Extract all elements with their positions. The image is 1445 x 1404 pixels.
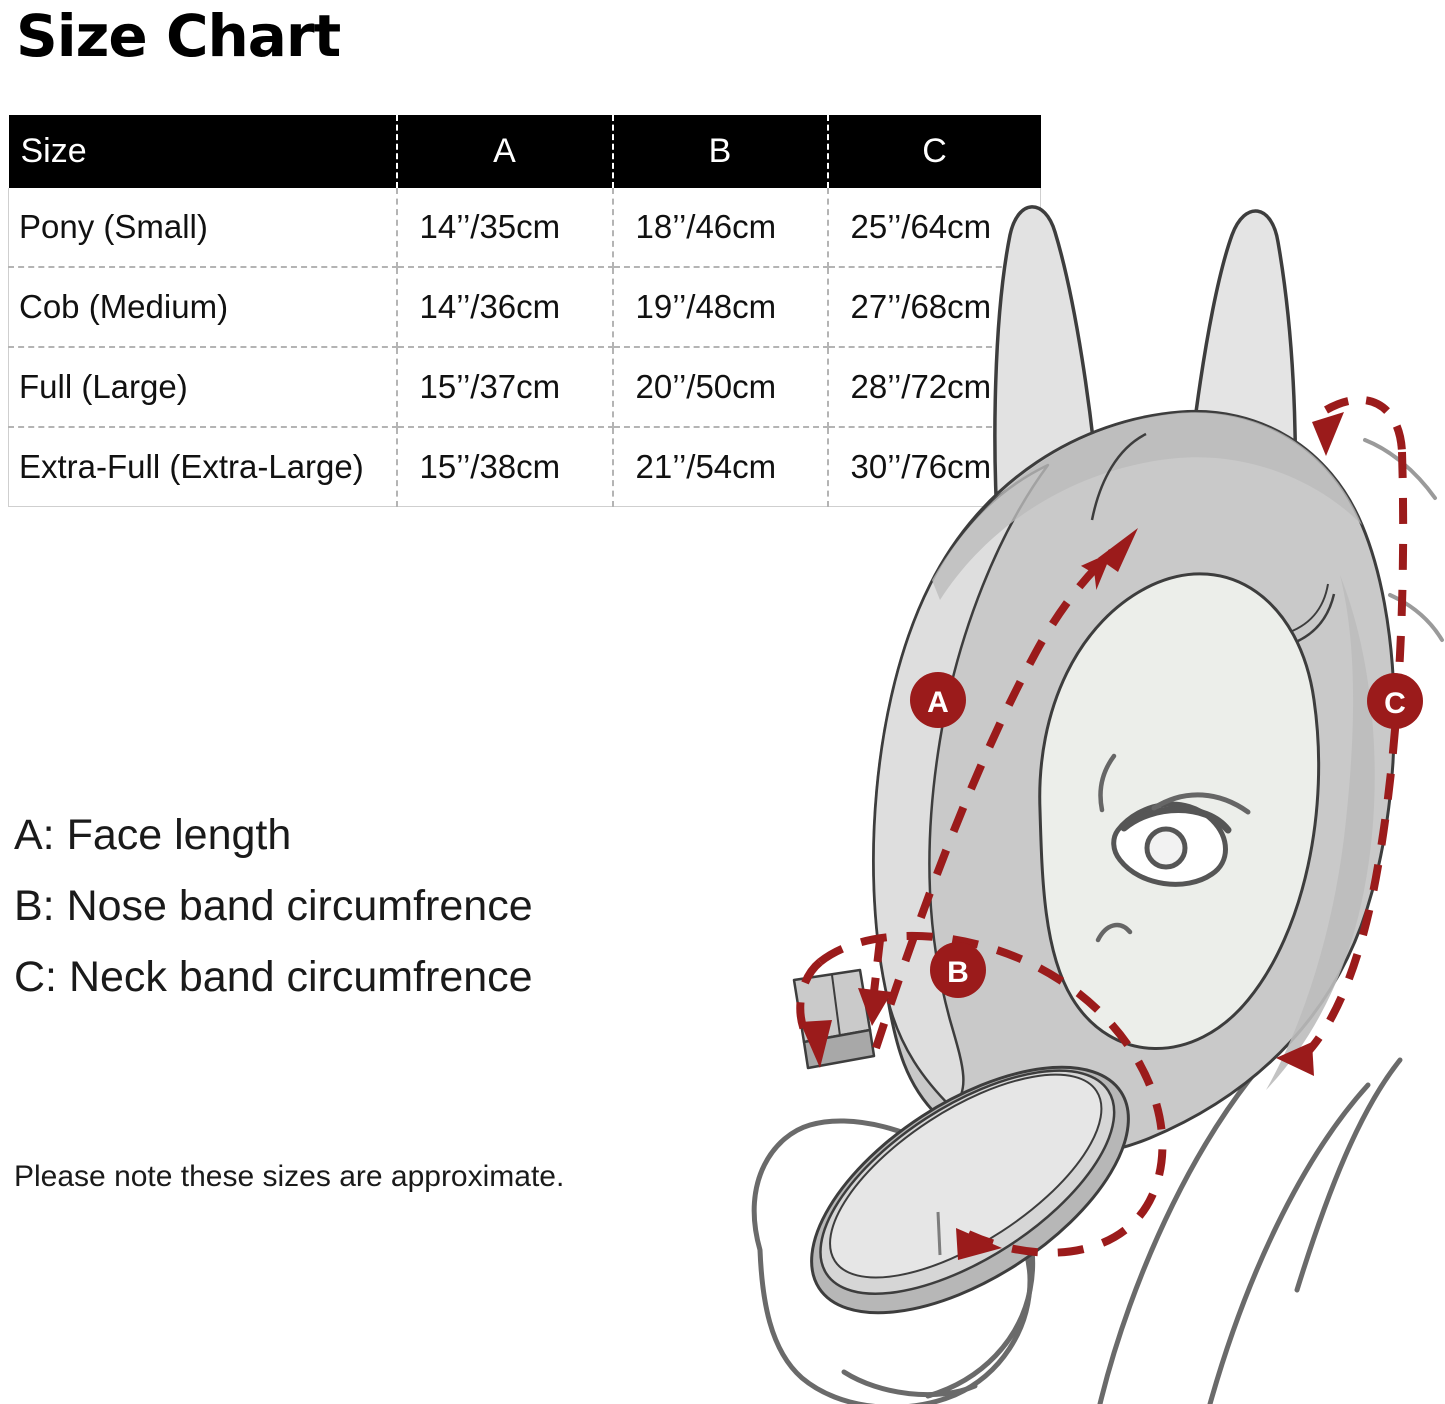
table-row: Cob (Medium) 14’’/36cm 19’’/48cm 27’’/68… <box>8 267 1041 348</box>
cell-b: 19’’/48cm <box>612 267 829 348</box>
measurement-legend: A: Face length B: Nose band circumfrence… <box>14 800 533 1013</box>
cell-size: Extra-Full (Extra-Large) <box>8 427 398 507</box>
size-table-header: Size A B C <box>8 115 1041 188</box>
table-row: Extra-Full (Extra-Large) 15’’/38cm 21’’/… <box>8 427 1041 507</box>
table-row: Pony (Small) 14’’/35cm 18’’/46cm 25’’/64… <box>8 188 1041 268</box>
column-header-size: Size <box>8 115 398 188</box>
marker-c-label: C <box>1384 687 1406 720</box>
cell-c: 25’’/64cm <box>827 188 1041 268</box>
column-header-b: B <box>612 115 829 188</box>
cell-b: 20’’/50cm <box>612 347 829 428</box>
size-table: Size A B C Pony (Small) 14’’/35cm 18’’/4… <box>8 115 1041 507</box>
cell-b: 18’’/46cm <box>612 188 829 268</box>
marker-a: A <box>910 672 966 728</box>
horse-eye <box>1095 753 1251 943</box>
measurement-line-a <box>872 528 1138 1050</box>
cell-a: 15’’/37cm <box>396 347 614 428</box>
marker-b: B <box>930 942 986 998</box>
legend-item-a: A: Face length <box>14 811 292 859</box>
cell-size: Pony (Small) <box>8 188 398 268</box>
cell-a: 15’’/38cm <box>396 427 614 507</box>
table-header-row: Size A B C <box>8 115 1041 188</box>
size-table-container: Size A B C Pony (Small) 14’’/35cm 18’’/4… <box>8 115 1041 507</box>
column-header-c: C <box>827 115 1041 188</box>
measurement-line-c <box>1276 395 1408 1076</box>
horse-fly-mask-illustration: A B C <box>700 180 1445 1404</box>
marker-a-label: A <box>927 686 949 719</box>
cell-a: 14’’/36cm <box>396 267 614 348</box>
marker-c: C <box>1367 673 1423 729</box>
legend-item-c: C: Neck band circumfrence <box>14 953 533 1001</box>
cell-size: Full (Large) <box>8 347 398 428</box>
measurement-line-b <box>796 931 1167 1260</box>
footnote-text: Please note these sizes are approximate. <box>14 1160 565 1193</box>
fly-mask-body <box>872 409 1396 1159</box>
marker-b-label: B <box>947 956 969 989</box>
cell-size: Cob (Medium) <box>8 267 398 348</box>
column-header-a: A <box>396 115 614 188</box>
legend-item-b: B: Nose band circumfrence <box>14 882 533 930</box>
page-title: Size Chart <box>16 2 341 70</box>
cell-b: 21’’/54cm <box>612 427 829 507</box>
cell-a: 14’’/35cm <box>396 188 614 268</box>
nose-band-opening <box>792 968 1130 1315</box>
